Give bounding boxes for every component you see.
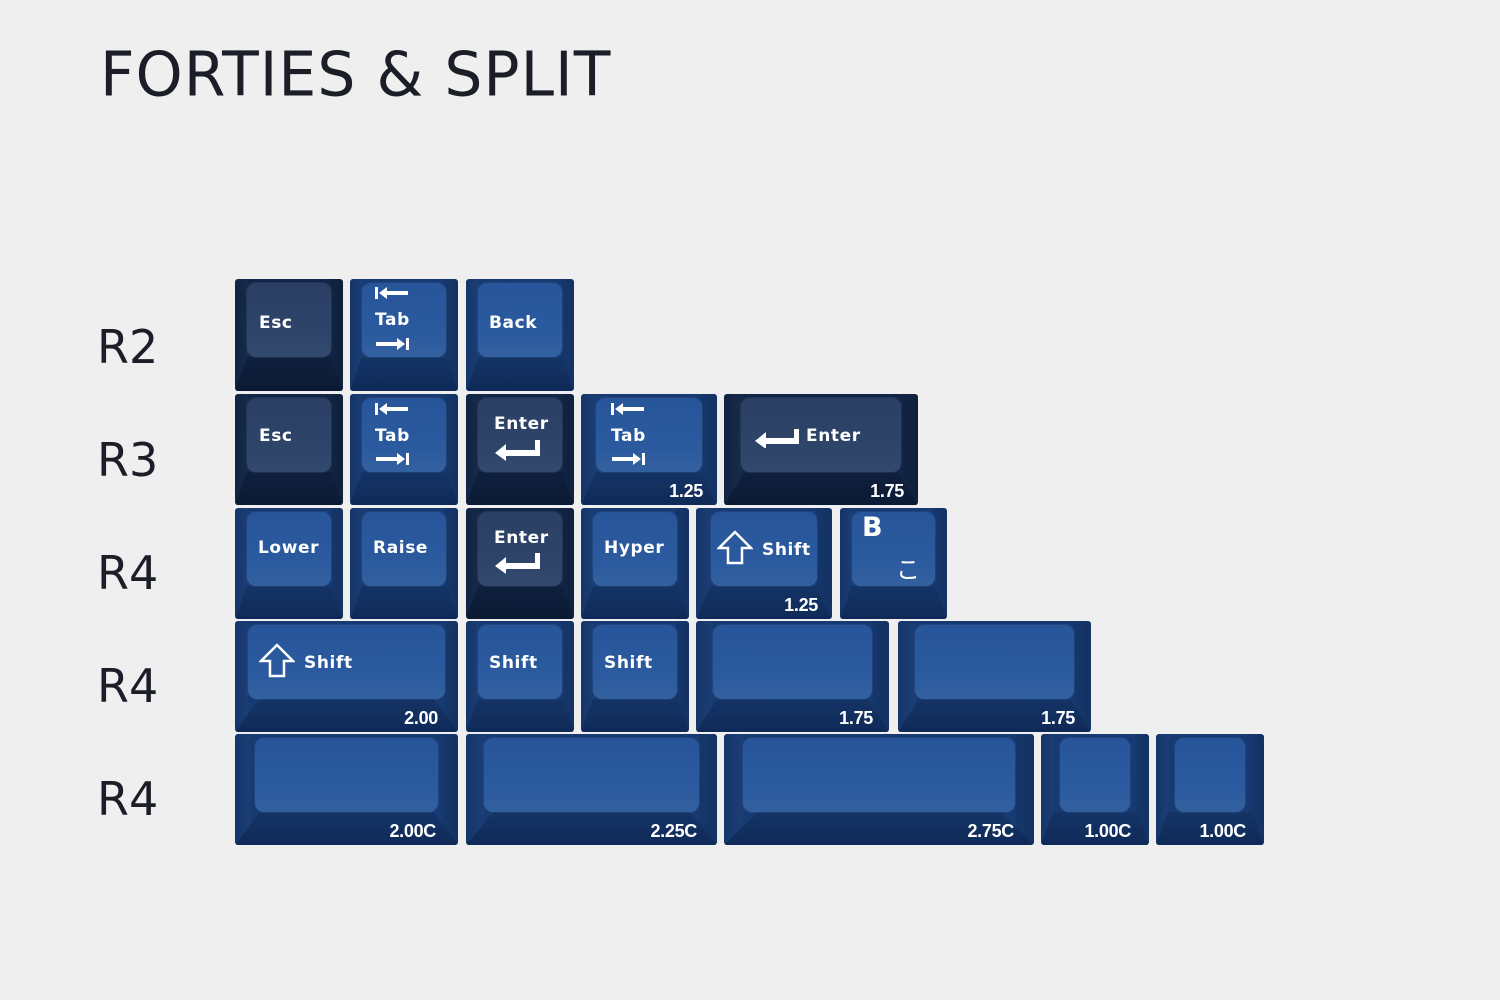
keycap-size-label: 1.00C bbox=[1084, 821, 1131, 841]
keycap-shift-2-00[interactable]: Shift 2.00 bbox=[235, 621, 458, 732]
tab-left-arrow-icon bbox=[610, 402, 646, 416]
keycap-size-label: 1.75 bbox=[870, 481, 904, 501]
keycap-esc[interactable]: Esc bbox=[235, 279, 343, 391]
row-label-r4-a: R4 bbox=[97, 546, 159, 600]
keycap-legend: Enter bbox=[806, 426, 861, 446]
return-arrow-icon bbox=[754, 428, 800, 448]
return-arrow-icon bbox=[494, 439, 542, 461]
keycap-legend: Tab bbox=[611, 426, 646, 446]
keycap-size-label: 2.00C bbox=[389, 821, 436, 841]
keycap-blank-2-25c[interactable]: 2.25C bbox=[466, 734, 717, 845]
keycap-blank-1-75[interactable]: 1.75 bbox=[696, 621, 889, 732]
tab-right-arrow-icon bbox=[374, 452, 410, 466]
keycap-legend: Esc bbox=[259, 313, 293, 333]
keycap-legend: Shift bbox=[604, 653, 653, 673]
keycap-size-label: 1.75 bbox=[839, 708, 873, 728]
keycap-lower[interactable]: Lower bbox=[235, 508, 343, 619]
keycap-shift[interactable]: Shift bbox=[466, 621, 574, 732]
shift-arrow-icon bbox=[259, 643, 295, 679]
row-label-r2: R2 bbox=[97, 320, 159, 374]
keycap-legend: Shift bbox=[762, 540, 811, 560]
keycap-legend: Enter bbox=[494, 528, 549, 548]
shift-arrow-icon bbox=[717, 530, 753, 566]
keycap-legend: Shift bbox=[489, 653, 538, 673]
keycap-legend: B bbox=[862, 512, 884, 543]
keycap-size-label: 1.25 bbox=[784, 595, 818, 615]
tab-left-arrow-icon bbox=[374, 286, 410, 300]
keycap-size-label: 1.25 bbox=[669, 481, 703, 501]
keycap-blank-1-00c[interactable]: 1.00C bbox=[1156, 734, 1264, 845]
keycap-shift-1-25[interactable]: Shift 1.25 bbox=[696, 508, 832, 619]
keycap-blank-2-75c[interactable]: 2.75C bbox=[724, 734, 1034, 845]
keycap-legend: Hyper bbox=[604, 538, 665, 558]
keycap-enter-1-75[interactable]: Enter 1.75 bbox=[724, 394, 918, 505]
keycap-raise[interactable]: Raise bbox=[350, 508, 458, 619]
keycap-size-label: 2.00 bbox=[404, 708, 438, 728]
keycap-blank-2-00c[interactable]: 2.00C bbox=[235, 734, 458, 845]
keycap-kana-legend: こ bbox=[896, 556, 921, 584]
tab-left-arrow-icon bbox=[374, 402, 410, 416]
keycap-tab[interactable]: Tab bbox=[350, 394, 458, 505]
row-label-r3: R3 bbox=[97, 433, 159, 487]
keycap-tab-1-25[interactable]: Tab 1.25 bbox=[581, 394, 717, 505]
keycap-hyper[interactable]: Hyper bbox=[581, 508, 689, 619]
keycap-legend: Tab bbox=[375, 310, 410, 330]
keycap-legend: Lower bbox=[258, 538, 320, 558]
page-title: FORTIES & SPLIT bbox=[100, 39, 612, 111]
keycap-size-label: 1.75 bbox=[1041, 708, 1075, 728]
keycap-back[interactable]: Back bbox=[466, 279, 574, 391]
return-arrow-icon bbox=[494, 552, 542, 574]
keycap-blank-1-00c[interactable]: 1.00C bbox=[1041, 734, 1149, 845]
keycap-legend: Raise bbox=[373, 538, 429, 558]
keycap-legend: Back bbox=[489, 313, 538, 333]
keycap-tab[interactable]: Tab bbox=[350, 279, 458, 391]
keycap-legend: Esc bbox=[259, 426, 293, 446]
keycap-enter[interactable]: Enter bbox=[466, 394, 574, 505]
keycap-blank-1-75[interactable]: 1.75 bbox=[898, 621, 1091, 732]
keycap-size-label: 2.25C bbox=[650, 821, 697, 841]
keycap-enter[interactable]: Enter bbox=[466, 508, 574, 619]
keycap-size-label: 2.75C bbox=[967, 821, 1014, 841]
row-label-r4-b: R4 bbox=[97, 659, 159, 713]
tab-right-arrow-icon bbox=[610, 452, 646, 466]
keycap-legend: Enter bbox=[494, 414, 549, 434]
tab-right-arrow-icon bbox=[374, 337, 410, 351]
keycap-legend: Shift bbox=[304, 653, 353, 673]
row-label-r4-c: R4 bbox=[97, 772, 159, 826]
keycap-esc[interactable]: Esc bbox=[235, 394, 343, 505]
keycap-legend: Tab bbox=[375, 426, 410, 446]
keycap-shift[interactable]: Shift bbox=[581, 621, 689, 732]
keycap-size-label: 1.00C bbox=[1199, 821, 1246, 841]
keycap-b[interactable]: B こ bbox=[840, 508, 947, 619]
